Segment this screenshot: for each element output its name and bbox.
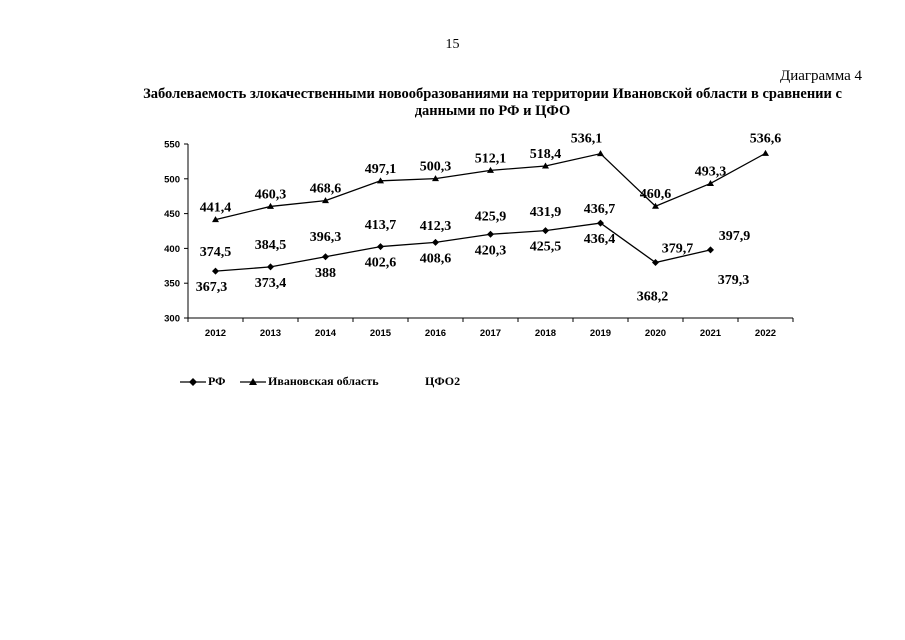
data-label-ivanovo: 500,3 [420, 160, 452, 175]
data-label-cfo: 412,3 [420, 219, 452, 234]
data-label-cfo: 425,9 [475, 209, 507, 224]
x-tick-label: 2019 [590, 328, 611, 339]
data-point-rf [707, 246, 714, 254]
legend-item-rf: РФ [180, 374, 225, 389]
data-label-ivanovo: 518,4 [530, 147, 562, 162]
data-label-ivanovo: 497,1 [365, 162, 397, 177]
data-point-rf [432, 238, 439, 246]
data-label-cfo: 368,2 [637, 290, 669, 305]
data-label-cfo: 431,9 [530, 205, 562, 220]
data-point-ivanovo [487, 166, 494, 173]
data-point-ivanovo [322, 197, 329, 204]
data-label-rf: 379,7 [662, 242, 694, 257]
data-label-cfo: 413,7 [365, 218, 397, 233]
data-label-ivanovo: 468,6 [310, 182, 342, 197]
y-tick-label: 450 [164, 209, 180, 220]
data-point-ivanovo [267, 202, 274, 209]
legend-item-ivanovo: Ивановская область [240, 374, 379, 389]
data-point-ivanovo [707, 179, 714, 186]
data-label-ivanovo: 460,6 [640, 187, 672, 202]
data-point-rf [652, 259, 659, 267]
data-label-rf: 402,6 [365, 256, 397, 271]
data-label-ivanovo: 493,3 [695, 164, 727, 179]
x-tick-label: 2016 [425, 328, 446, 339]
diagram-label: Диаграмма 4 [779, 68, 862, 84]
data-label-rf: 367,3 [196, 280, 228, 295]
data-label-cfo: 379,3 [718, 273, 750, 288]
y-tick-label: 550 [164, 140, 180, 151]
chart-title-line-1: Заболеваемость злокачественными новообра… [143, 86, 842, 102]
data-point-rf [377, 243, 384, 251]
x-tick-label: 2018 [535, 328, 556, 339]
legend-label-ivanovo: Ивановская область [268, 374, 379, 388]
data-label-ivanovo: 536,6 [750, 131, 782, 146]
x-tick-label: 2014 [315, 328, 337, 339]
x-tick-label: 2021 [700, 328, 722, 339]
data-label-cfo: 436,7 [584, 202, 616, 217]
data-point-rf [322, 253, 329, 261]
data-label-cfo: 396,3 [310, 230, 342, 245]
x-tick-label: 2012 [205, 328, 226, 339]
data-label-cfo: 374,5 [200, 245, 232, 260]
data-point-ivanovo [377, 177, 384, 184]
data-label-ivanovo: 536,1 [571, 132, 603, 147]
x-tick-label: 2013 [260, 328, 281, 339]
data-label-rf: 373,4 [255, 276, 287, 291]
x-tick-label: 2017 [480, 328, 501, 339]
chart-title: Заболеваемость злокачественными новообра… [120, 86, 865, 120]
y-tick-label: 350 [164, 279, 180, 290]
data-point-ivanovo [432, 175, 439, 182]
data-label-rf: 388 [315, 266, 336, 281]
legend-label-rf: РФ [208, 374, 226, 388]
data-point-ivanovo [597, 150, 604, 157]
data-label-rf: 408,6 [420, 251, 452, 266]
data-label-ivanovo: 441,4 [200, 201, 232, 216]
diamond-line-marker-icon [180, 377, 206, 386]
data-point-ivanovo [762, 149, 769, 156]
y-tick-label: 300 [164, 314, 180, 325]
data-label-ivanovo: 512,1 [475, 151, 507, 166]
data-point-rf [487, 230, 494, 238]
data-point-rf [597, 219, 604, 227]
data-label-ivanovo: 460,3 [255, 187, 287, 202]
data-point-ivanovo [542, 162, 549, 169]
data-point-rf [212, 267, 219, 275]
series-line-rf [215, 222, 711, 272]
data-point-rf [542, 227, 549, 235]
y-tick-label: 400 [164, 244, 180, 255]
triangle-line-marker-icon [240, 377, 266, 385]
data-label-rf: 436,4 [584, 232, 616, 247]
x-tick-label: 2020 [645, 328, 666, 339]
data-point-ivanovo [652, 202, 659, 209]
x-tick-label: 2015 [370, 328, 392, 339]
data-label-rf: 420,3 [475, 243, 507, 258]
y-tick-label: 500 [164, 174, 180, 185]
legend-label-cfo: ЦФО2 [425, 374, 461, 388]
data-label-cfo: 384,5 [255, 238, 287, 253]
data-point-ivanovo [212, 216, 219, 223]
data-label-rf: 397,9 [719, 229, 751, 244]
chart-title-line-2: данными по РФ и ЦФО [414, 103, 571, 119]
data-label-rf: 425,5 [530, 240, 562, 255]
page-number: 15 [445, 37, 460, 52]
legend-item-cfo: ЦФО2 [425, 374, 460, 389]
data-point-rf [267, 263, 274, 271]
x-tick-label: 2022 [755, 328, 776, 339]
